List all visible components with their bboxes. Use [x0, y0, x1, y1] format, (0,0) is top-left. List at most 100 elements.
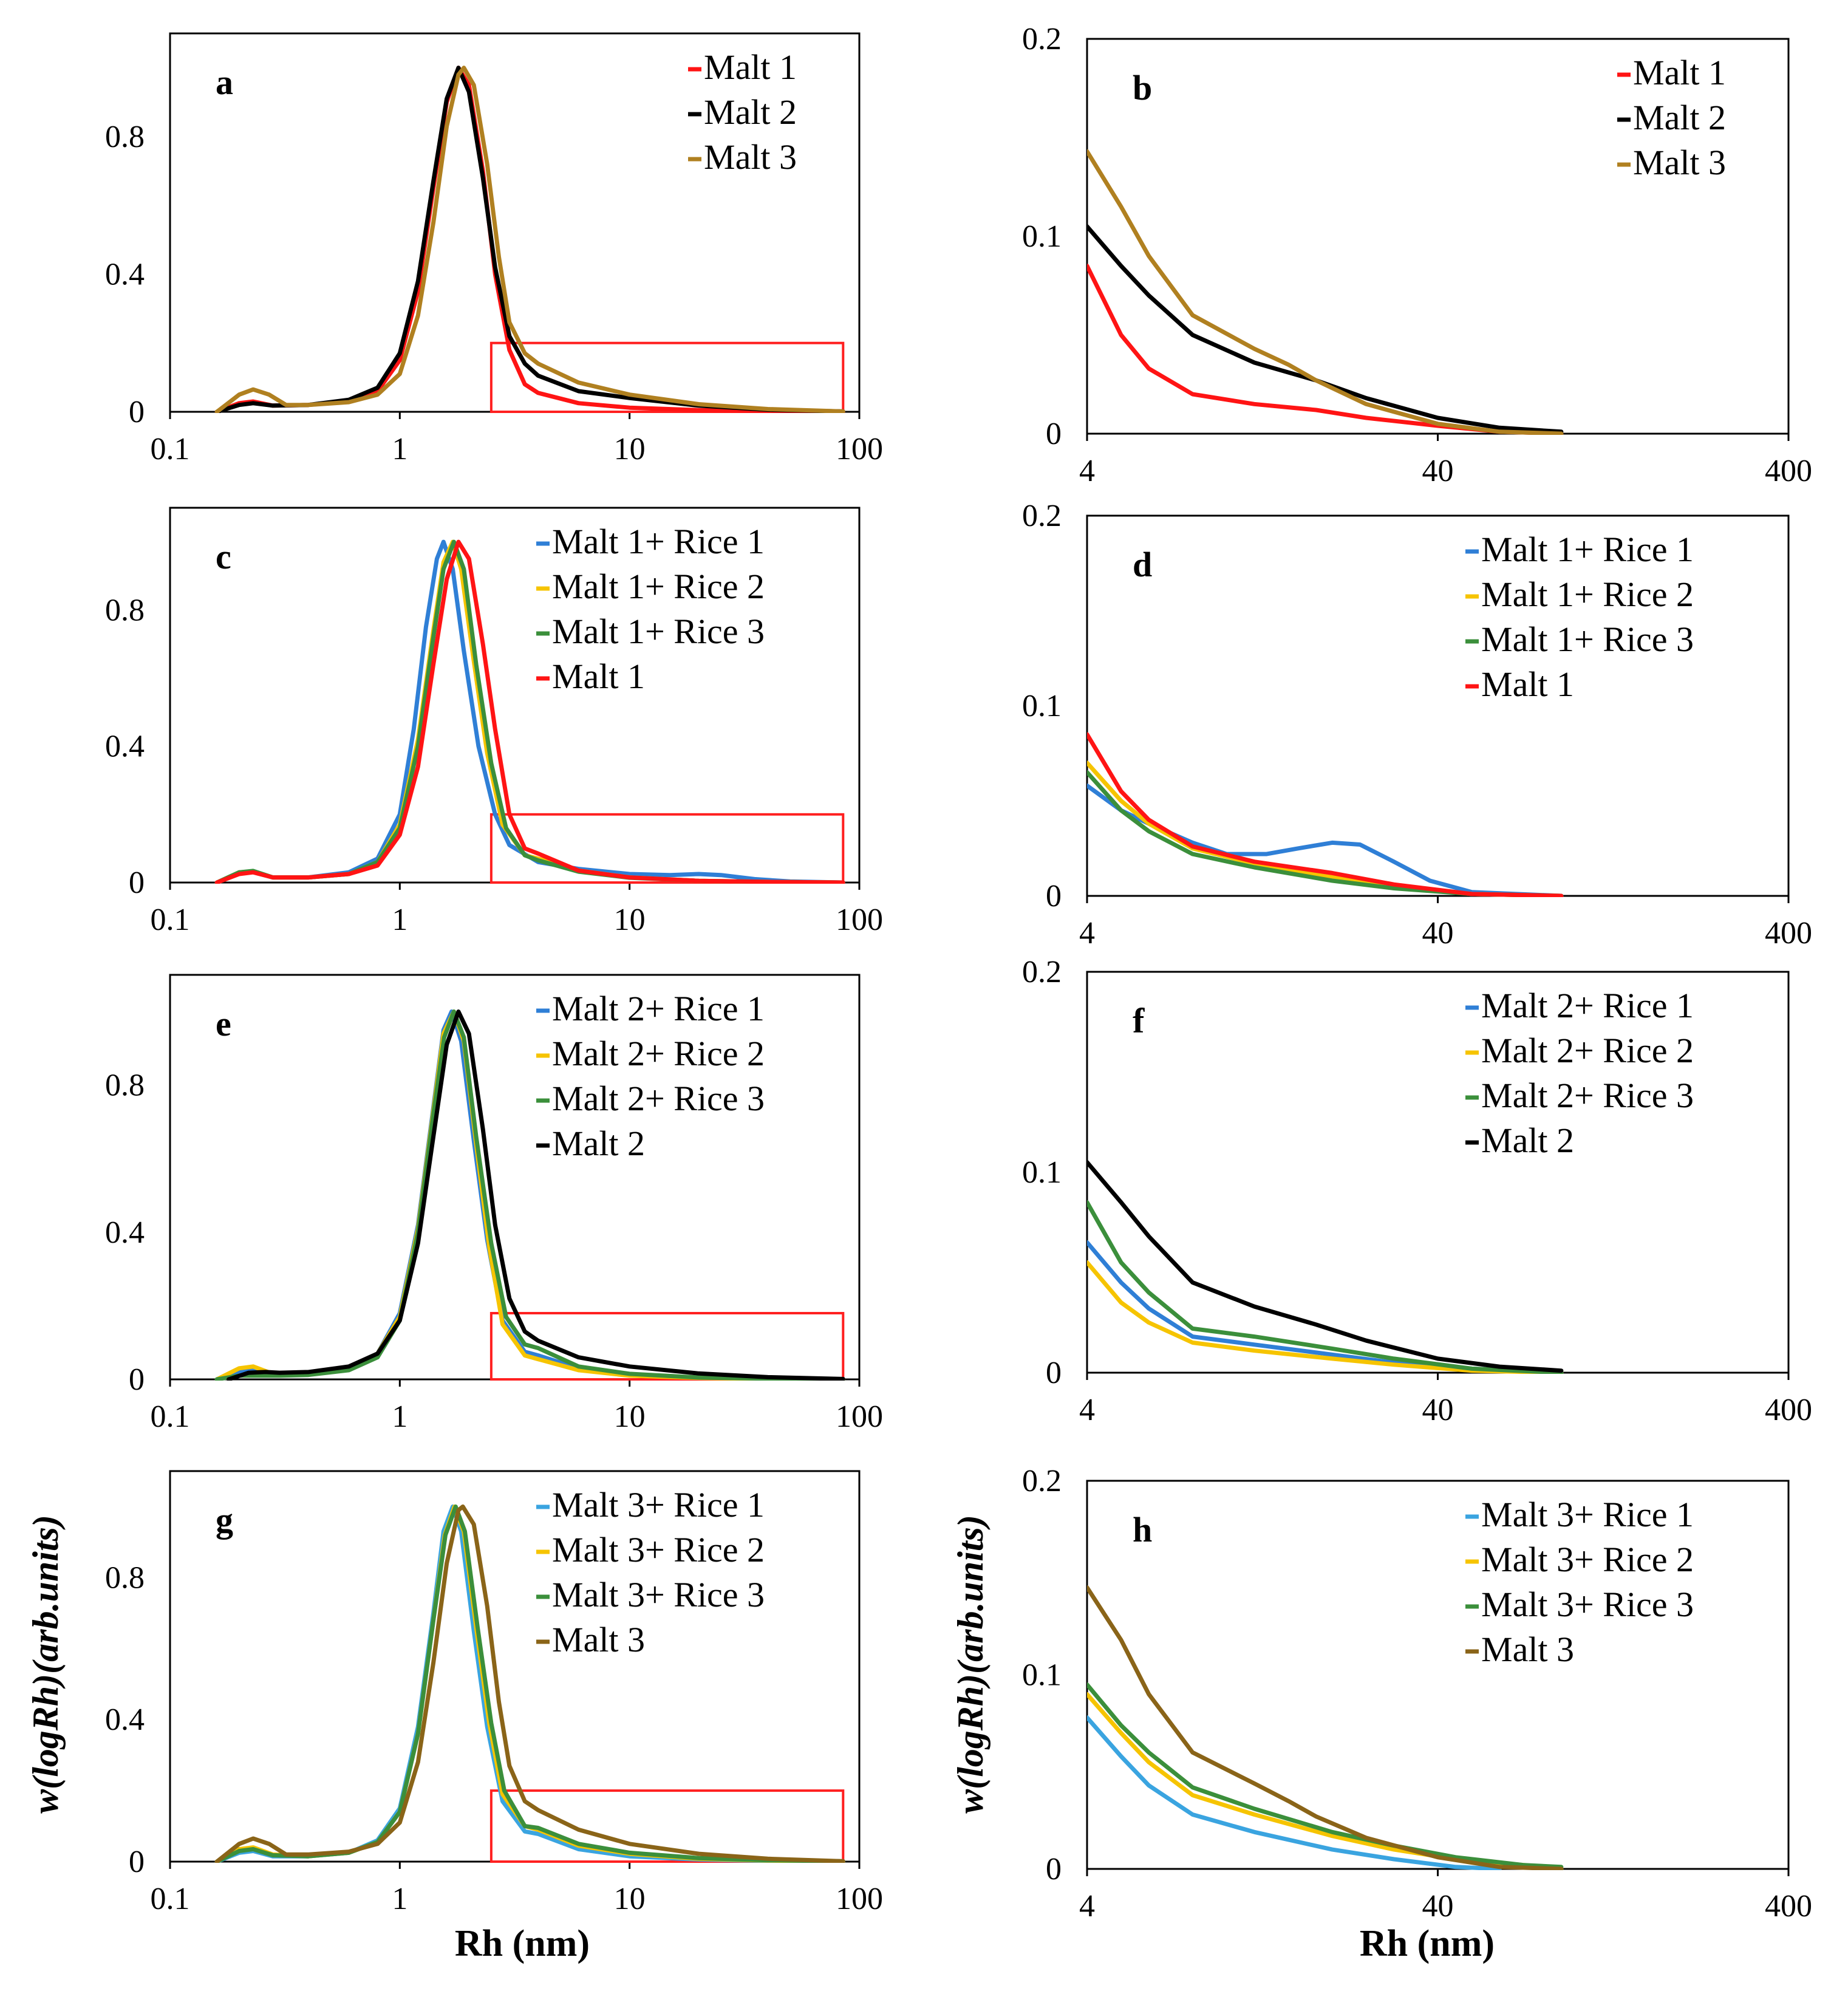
x-tick-label-a: 10 — [614, 432, 646, 466]
left-y-axis-title: w(logRh)(arb.units) — [26, 1515, 66, 1814]
legend-label-a: Malt 2 — [704, 92, 797, 132]
panel-d: 4 40 400 0 0.1 0.2 d Malt 1+ Rice 1 Malt 1+ Rice… — [1022, 499, 1812, 951]
x-tick-label-c: 10 — [614, 903, 646, 937]
y-tick-label-a: 0.8 — [105, 120, 145, 154]
series-line-malt-3-rice-1 — [1087, 1715, 1502, 1870]
y-tick-label-a: 0 — [129, 395, 145, 429]
legend-label-h: Malt 3+ Rice 2 — [1481, 1540, 1694, 1579]
x-tick-label-a: 100 — [836, 432, 883, 466]
legend-label-a: Malt 3 — [704, 137, 797, 177]
panel-g: 0.1 1 10 100 0 0.4 0.8 g Malt 3+ Rice 1 Malt 3+ R… — [105, 1470, 883, 1916]
x-tick-label-g: 1 — [392, 1882, 407, 1916]
legend-label-g: Malt 3+ Rice 3 — [552, 1575, 765, 1614]
legend-label-b: Malt 3 — [1633, 143, 1726, 182]
panel-label-a: a — [216, 63, 233, 102]
y-tick-label-h: 0.1 — [1022, 1658, 1062, 1693]
x-tick-label-c: 1 — [392, 903, 407, 937]
y-tick-label-g: 0.4 — [105, 1702, 145, 1737]
x-tick-label-g: 100 — [836, 1882, 883, 1916]
zoom-box-c — [489, 813, 845, 884]
x-tick-label-h: 40 — [1422, 1889, 1454, 1924]
x-tick-label-d: 40 — [1422, 916, 1454, 951]
y-tick-label-b: 0.2 — [1022, 22, 1062, 56]
panel-f: 4 40 400 0 0.1 0.2 f Malt 2+ Rice 1 Malt 2+ Rice… — [1022, 955, 1812, 1427]
legend-label-d: Malt 1+ Rice 1 — [1481, 530, 1694, 569]
series-line-malt-1 — [1087, 732, 1564, 897]
y-tick-label-e: 0 — [129, 1362, 145, 1397]
y-tick-label-e: 0.8 — [105, 1068, 145, 1103]
legend-label-h: Malt 3+ Rice 3 — [1481, 1585, 1694, 1624]
y-tick-label-g: 0 — [129, 1845, 145, 1879]
legend-label-c: Malt 1+ Rice 1 — [552, 522, 765, 561]
y-tick-label-b: 0.1 — [1022, 219, 1062, 254]
series-line-malt-2-rice-2 — [1087, 1260, 1564, 1374]
x-tick-label-c: 100 — [836, 903, 883, 937]
y-tick-label-d: 0.2 — [1022, 499, 1062, 533]
y-tick-label-d: 0.1 — [1022, 689, 1062, 723]
series-line-malt-2-rice-3 — [1087, 1200, 1564, 1374]
panel-label-d: d — [1133, 545, 1152, 584]
y-tick-label-c: 0.8 — [105, 593, 145, 627]
left-x-axis-title: Rh (nm) — [455, 1923, 590, 1964]
y-tick-label-f: 0 — [1046, 1356, 1062, 1390]
series-line-malt-2 — [227, 1009, 845, 1381]
legend-label-c: Malt 1+ Rice 2 — [552, 567, 765, 606]
legend-label-d: Malt 1+ Rice 3 — [1481, 620, 1694, 659]
panel-a: 0.1 1 10 100 0 0.4 0.8 a Malt 1 Malt 2 Malt 3 — [105, 32, 883, 466]
legend-label-f: Malt 2+ Rice 1 — [1481, 986, 1694, 1025]
x-tick-label-c: 0.1 — [151, 903, 190, 937]
series-line-malt-2-rice-3 — [214, 1009, 845, 1381]
series-line-malt-3-rice-3 — [1087, 1682, 1564, 1870]
y-tick-label-a: 0.4 — [105, 257, 145, 292]
legend-label-h: Malt 3+ Rice 1 — [1481, 1495, 1694, 1534]
legend-label-f: Malt 2+ Rice 3 — [1481, 1076, 1694, 1115]
legend-label-f: Malt 2+ Rice 2 — [1481, 1031, 1694, 1070]
x-tick-label-f: 40 — [1422, 1393, 1454, 1427]
x-tick-label-e: 10 — [614, 1399, 646, 1434]
legend-label-e: Malt 2+ Rice 3 — [552, 1079, 765, 1118]
zoom-box-e — [489, 1312, 845, 1381]
zoom-box-a — [489, 341, 845, 414]
x-tick-label-f: 400 — [1765, 1393, 1812, 1427]
y-tick-label-f: 0.2 — [1022, 955, 1062, 989]
y-tick-label-c: 0.4 — [105, 729, 145, 764]
legend-label-f: Malt 2 — [1481, 1121, 1574, 1160]
series-line-malt-3 — [1087, 149, 1564, 435]
panel-label-h: h — [1133, 1510, 1152, 1549]
panel-label-c: c — [216, 537, 231, 576]
x-tick-label-a: 1 — [392, 432, 407, 466]
y-tick-label-h: 0.2 — [1022, 1464, 1062, 1498]
x-tick-label-h: 400 — [1765, 1889, 1812, 1924]
series-line-malt-1 — [214, 539, 845, 884]
legend-label-g: Malt 3+ Rice 1 — [552, 1485, 765, 1525]
series-line-malt-3 — [214, 1504, 845, 1863]
right-x-axis-title: Rh (nm) — [1360, 1923, 1495, 1964]
legend-label-e: Malt 2+ Rice 1 — [552, 989, 765, 1028]
x-tick-label-b: 4 — [1079, 454, 1095, 488]
legend-label-g: Malt 3+ Rice 2 — [552, 1530, 765, 1569]
legend-label-a: Malt 1 — [704, 47, 797, 87]
series-line-malt-3 — [1087, 1585, 1564, 1870]
legend-label-e: Malt 2 — [552, 1124, 645, 1163]
x-tick-label-a: 0.1 — [151, 432, 190, 466]
x-tick-label-g: 0.1 — [151, 1882, 190, 1916]
x-tick-label-f: 4 — [1079, 1393, 1095, 1427]
legend-label-b: Malt 2 — [1633, 98, 1726, 137]
zoom-box-g — [489, 1789, 845, 1863]
x-tick-label-d: 400 — [1765, 916, 1812, 951]
panel-b: 4 40 400 0 0.1 0.2 b Malt 1 Malt 2 Malt 3 — [1022, 22, 1812, 488]
x-tick-label-h: 4 — [1079, 1889, 1095, 1924]
series-line-malt-2 — [1087, 1160, 1564, 1373]
panel-e: 0.1 1 10 100 0 0.4 0.8 e Malt 2+ Rice 1 Malt 2+ R… — [105, 974, 883, 1434]
y-tick-label-f: 0.1 — [1022, 1155, 1062, 1190]
legend-label-c: Malt 1 — [552, 657, 645, 696]
y-tick-label-c: 0 — [129, 866, 145, 900]
panel-label-g: g — [216, 1500, 233, 1540]
right-y-axis-title: w(logRh)(arb.units) — [950, 1515, 990, 1814]
panel-label-f: f — [1133, 1001, 1145, 1040]
x-tick-label-b: 40 — [1422, 454, 1454, 488]
x-tick-label-e: 1 — [392, 1399, 407, 1434]
legend-label-c: Malt 1+ Rice 3 — [552, 612, 765, 651]
legend-label-h: Malt 3 — [1481, 1630, 1574, 1669]
legend-label-b: Malt 1 — [1633, 53, 1726, 92]
